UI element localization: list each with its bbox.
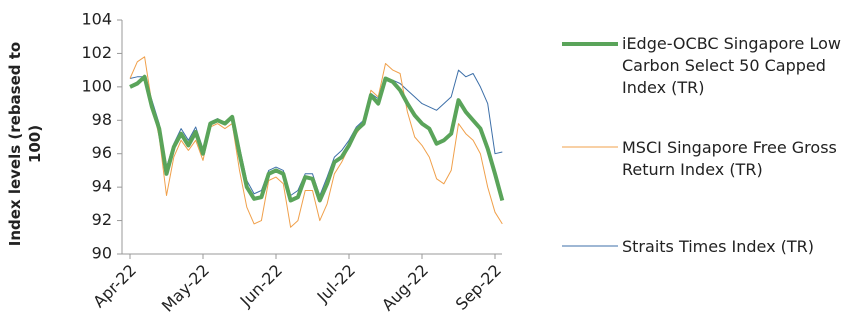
y-tick-label: 96 <box>92 143 112 162</box>
legend-label: iEdge-OCBC Singapore Low Carbon Select 5… <box>622 34 841 97</box>
x-tick-label: Apr-22 <box>89 261 140 312</box>
legend-label: MSCI Singapore Free Gross Return Index (… <box>622 138 837 179</box>
y-tick-label: 92 <box>92 210 112 229</box>
y-tick-label: 90 <box>92 244 112 263</box>
legend-label: Straits Times Index (TR) <box>622 237 815 256</box>
x-tick-label: May-22 <box>158 261 213 316</box>
series-line <box>129 74 505 203</box>
y-tick-label: 98 <box>92 110 112 129</box>
y-axis-label: Index levels (rebased to 100) <box>6 41 44 247</box>
y-tick-label: 104 <box>81 10 112 29</box>
x-tick-label: Jun-22 <box>236 261 286 311</box>
series-line <box>129 56 503 228</box>
x-tick-label: Sep-22 <box>452 261 505 314</box>
y-tick-label: 100 <box>81 76 112 95</box>
y-tick-label: 94 <box>92 177 112 196</box>
series-line <box>129 69 503 196</box>
x-tick-label: Aug-22 <box>378 261 432 315</box>
x-tick-label: Jul-22 <box>313 261 359 307</box>
y-tick-label: 102 <box>81 43 112 62</box>
